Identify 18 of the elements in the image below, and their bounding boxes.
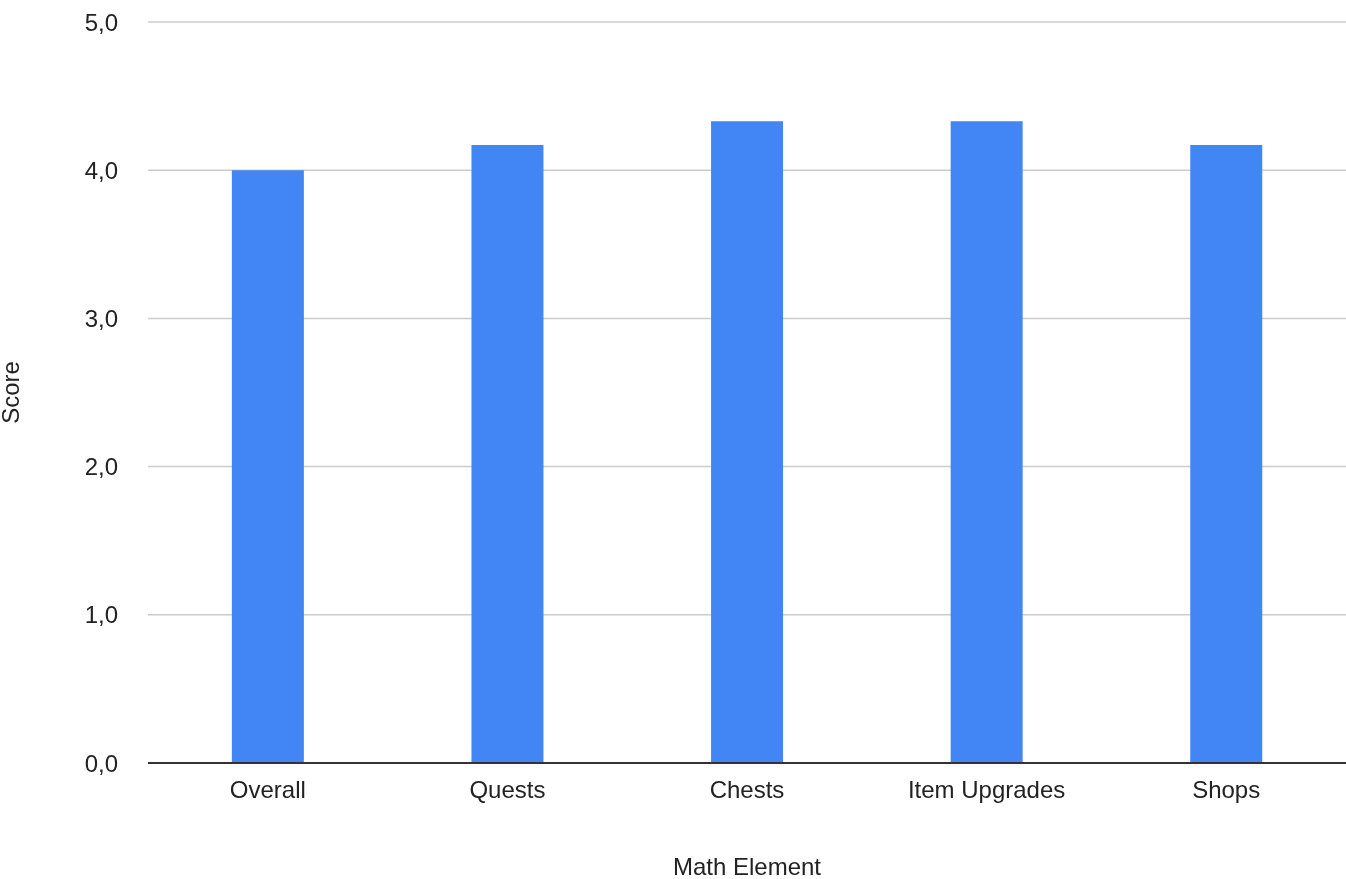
- y-tick-label: 3,0: [84, 304, 118, 332]
- bar: [231, 170, 304, 763]
- x-axis-title: Math Element: [672, 853, 822, 879]
- y-tick-label: 4,0: [84, 156, 118, 184]
- y-tick-label: 5,0: [84, 8, 118, 36]
- bar: [950, 121, 1023, 763]
- y-tick-label: 0,0: [84, 749, 118, 777]
- y-axis-title: Score: [0, 361, 24, 424]
- x-tick-label: Item Upgrades: [907, 776, 1066, 804]
- bar: [1190, 145, 1263, 763]
- x-tick-label: Shops: [1192, 776, 1261, 804]
- x-tick-label: Quests: [469, 776, 546, 804]
- x-tick-label: Overall: [229, 776, 306, 804]
- y-tick-label: 1,0: [84, 601, 118, 629]
- y-tick-label: 2,0: [84, 453, 118, 481]
- bar: [471, 145, 544, 763]
- bar: [711, 121, 784, 763]
- x-tick-label: Chests: [709, 776, 785, 804]
